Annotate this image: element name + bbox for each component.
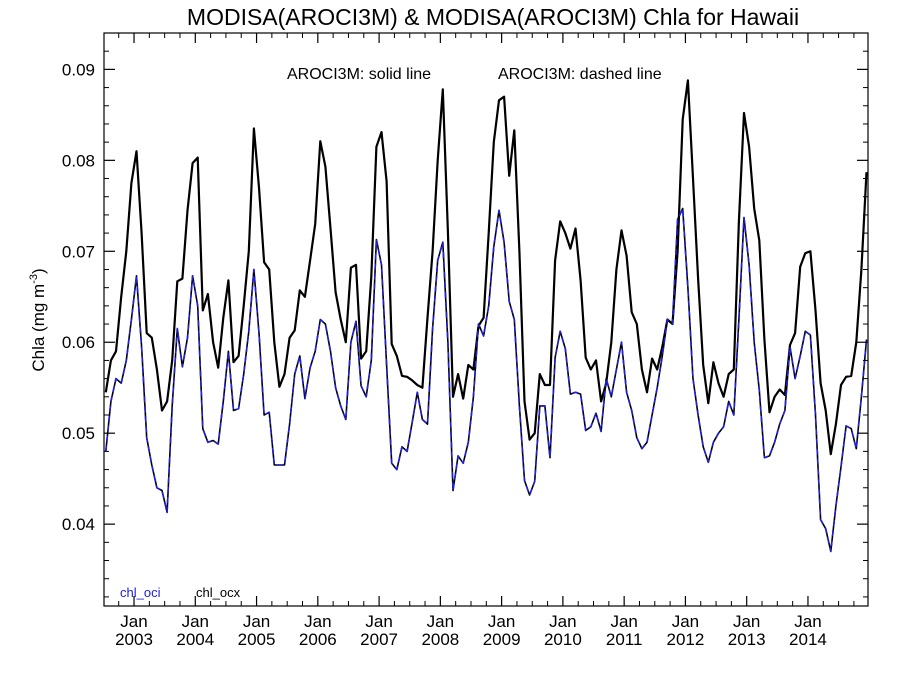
x-tick-month-label: Jan (304, 612, 331, 631)
legend-oci: chl_oci (120, 585, 161, 600)
y-axis-label: Chla (mg m-3) (28, 268, 48, 371)
series-line-chl_oci (105, 207, 868, 553)
x-tick-year-label: 2010 (544, 630, 582, 649)
y-tick-label: 0.07 (62, 242, 95, 261)
x-tick-year-label: 2007 (360, 630, 398, 649)
y-tick-label: 0.04 (62, 515, 95, 534)
x-tick-month-label: Jan (488, 612, 515, 631)
legend-ocx: chl_ocx (196, 585, 241, 600)
x-tick-month-label: Jan (733, 612, 760, 631)
x-tick-month-label: Jan (365, 612, 392, 631)
y-axis-label-superscript: -3 (28, 274, 40, 284)
y-axis-label-main: Chla (mg m (29, 284, 48, 372)
x-tick-month-label: Jan (427, 612, 454, 631)
x-tick-year-label: 2006 (299, 630, 337, 649)
x-tick-year-label: 2003 (115, 630, 153, 649)
x-tick-year-label: 2009 (483, 630, 521, 649)
x-tick-month-label: Jan (120, 612, 147, 631)
x-tick-year-label: 2012 (667, 630, 705, 649)
y-axis-label-end: ) (29, 268, 48, 274)
x-tick-month-label: Jan (610, 612, 637, 631)
series-layer (104, 79, 868, 553)
x-tick-year-label: 2013 (728, 630, 766, 649)
y-tick-label: 0.05 (62, 424, 95, 443)
subtitle-solid: AROCI3M: solid line (287, 66, 431, 83)
y-tick-label: 0.06 (62, 333, 95, 352)
y-tick-label: 0.08 (62, 151, 95, 170)
x-tick-year-label: 2011 (606, 630, 643, 649)
series-line-chl_ocx (104, 79, 868, 456)
x-tick-year-label: 2014 (789, 630, 827, 649)
y-tick-label: 0.09 (62, 60, 95, 79)
x-tick-year-label: 2004 (176, 630, 214, 649)
chart-title: MODISA(AROCI3M) & MODISA(AROCI3M) Chla f… (187, 4, 799, 30)
x-tick-year-label: 2005 (238, 630, 276, 649)
ticks-layer: 0.040.050.060.070.080.09Jan2003Jan2004Ja… (62, 33, 868, 649)
x-tick-month-label: Jan (182, 612, 209, 631)
x-tick-year-label: 2008 (421, 630, 459, 649)
x-tick-month-label: Jan (243, 612, 270, 631)
x-tick-month-label: Jan (794, 612, 821, 631)
subtitle-dashed: AROCI3M: dashed line (498, 66, 662, 83)
x-tick-month-label: Jan (549, 612, 576, 631)
x-tick-month-label: Jan (672, 612, 699, 631)
